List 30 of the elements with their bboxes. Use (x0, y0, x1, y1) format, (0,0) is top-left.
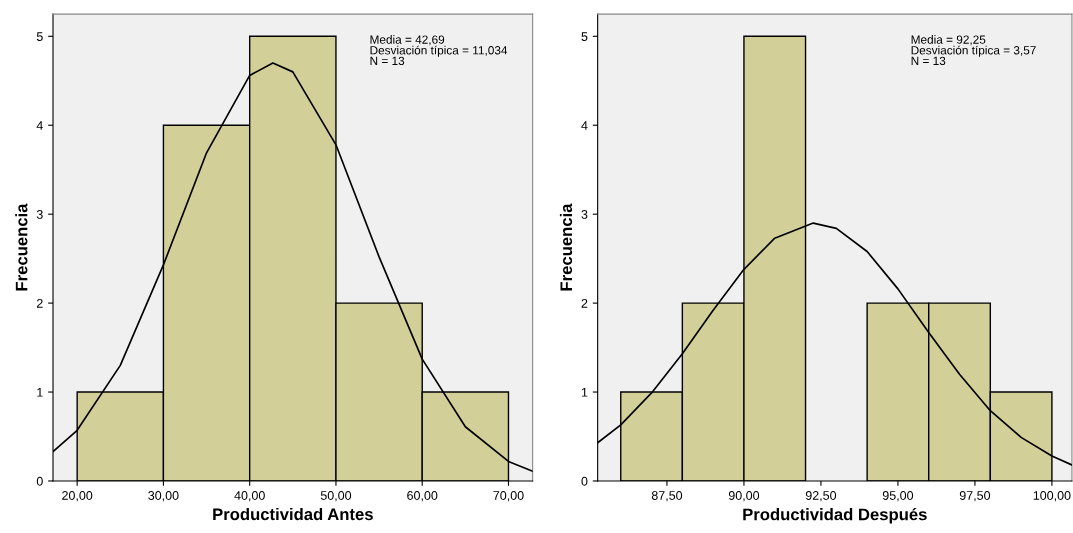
x-tick-label: 97,50 (959, 491, 991, 502)
y-tick-label: 0 (36, 476, 43, 486)
x-tick-label: 92,50 (805, 491, 837, 502)
y-tick-label: 0 (581, 476, 588, 486)
y-tick-label: 2 (36, 298, 43, 308)
y-tick-label: 1 (581, 387, 588, 397)
x-tick-label: 90,00 (728, 491, 760, 502)
annotation: Media = 92,25 Desviación típica = 3,57 N = 13 (911, 35, 1036, 66)
x-tick-label: 40,00 (234, 491, 265, 502)
annotation: Media = 42,69 Desviación típica = 11,034 N = 13 (370, 35, 508, 66)
x-tick-label: 50,00 (320, 491, 352, 502)
y-tick-label: 3 (36, 209, 43, 219)
x-tick-label: 95,00 (882, 491, 914, 502)
y-tick-label: 4 (581, 121, 588, 130)
x-axis-title: Productividad Antes (213, 507, 373, 521)
y-tick-label: 5 (36, 32, 43, 41)
y-tick-label: 4 (36, 121, 43, 130)
x-tick-label: 87,50 (651, 491, 683, 502)
y-tick-label: 1 (37, 387, 43, 397)
x-tick-label: 70,00 (493, 491, 524, 502)
x-tick-label: 60,00 (407, 491, 438, 502)
x-tick-label: 30,00 (148, 491, 179, 502)
y-axis-title: Frecuencia (15, 203, 28, 291)
y-tick-label: 2 (581, 298, 588, 308)
y-axis-title: Frecuencia (559, 203, 573, 291)
x-tick-label: 20,00 (62, 491, 93, 502)
y-tick-label: 3 (581, 209, 588, 219)
x-axis-title: Productividad Después (743, 507, 927, 524)
y-tick-label: 5 (581, 32, 588, 41)
x-tick-label: 100,00 (1033, 491, 1071, 502)
